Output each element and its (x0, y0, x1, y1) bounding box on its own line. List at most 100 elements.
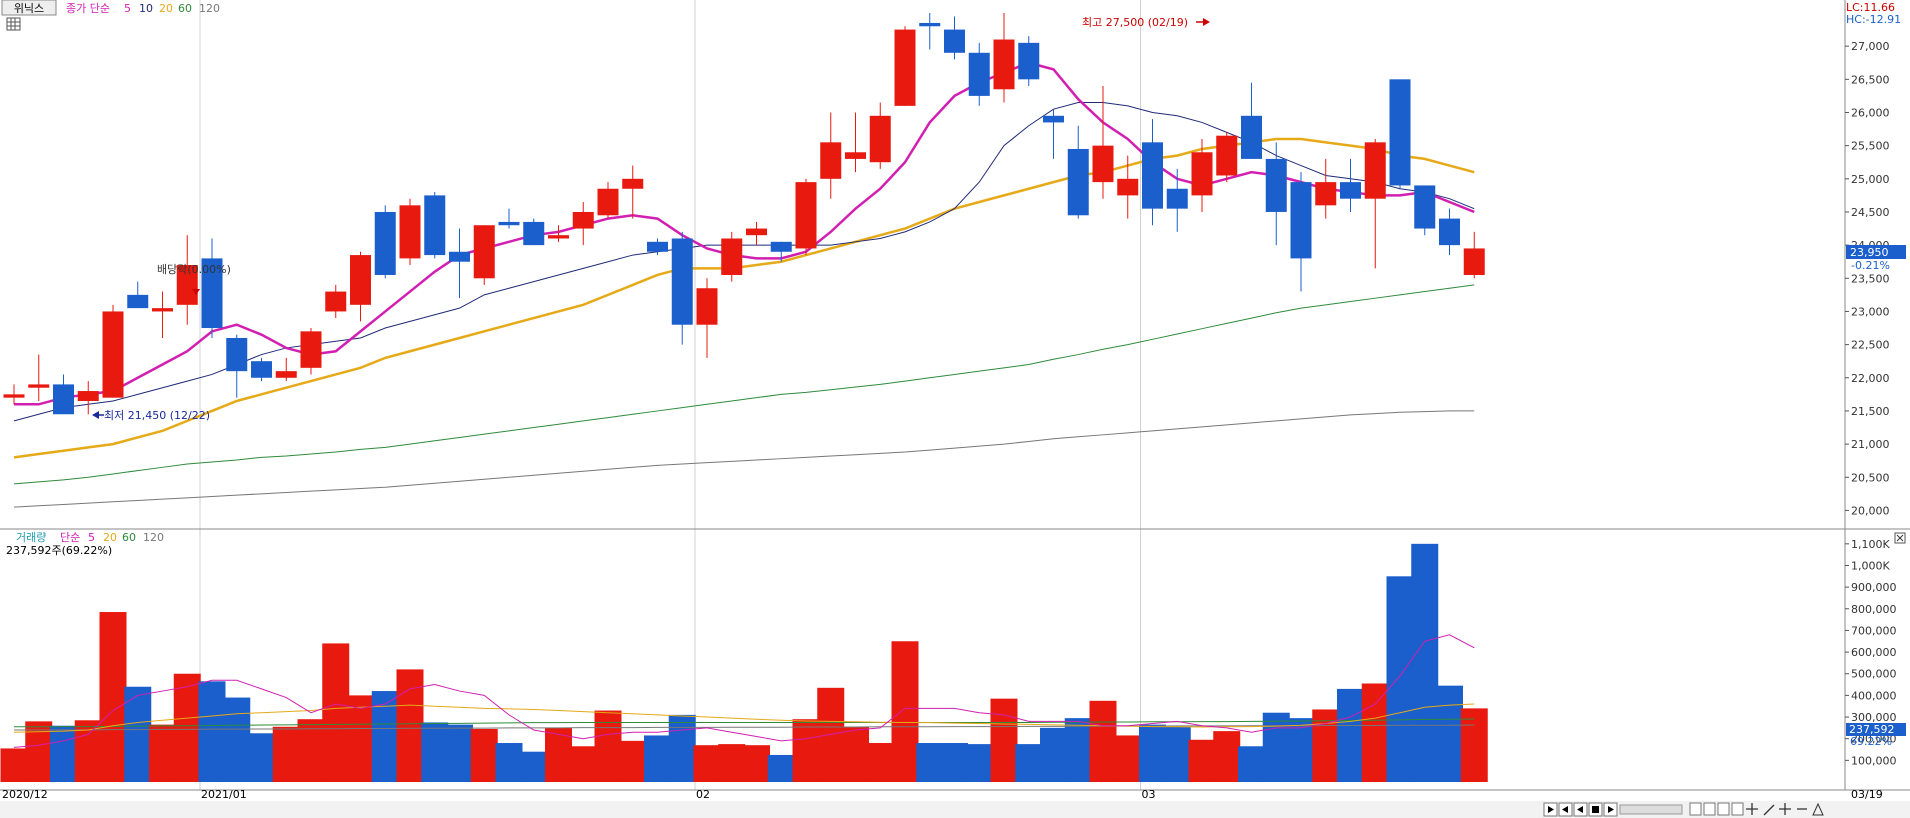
candle[interactable] (1043, 109, 1064, 159)
candle[interactable] (1265, 142, 1287, 246)
zoom-tool-3-button[interactable] (1717, 802, 1730, 816)
volume-bar[interactable] (470, 728, 498, 782)
volume-bar[interactable] (1287, 718, 1315, 782)
candle[interactable] (696, 278, 718, 358)
panel-close-icon[interactable] (1894, 532, 1906, 544)
volume-bar[interactable] (1040, 727, 1067, 782)
crosshair-icon[interactable] (1746, 803, 1758, 815)
candle[interactable] (1463, 231, 1485, 279)
volume-bar[interactable] (569, 746, 597, 782)
candle[interactable] (424, 192, 446, 259)
candles[interactable] (3, 13, 1485, 415)
candle[interactable] (1067, 125, 1089, 219)
volume-bar[interactable] (693, 745, 721, 782)
volume-bar[interactable] (817, 687, 845, 782)
volume-bar[interactable] (1436, 685, 1463, 782)
volume-bar[interactable] (495, 743, 523, 782)
candle[interactable] (1092, 85, 1114, 199)
volume-bar[interactable] (223, 697, 251, 782)
volume-bar[interactable] (941, 743, 968, 782)
volume-bar[interactable] (1262, 712, 1290, 782)
plus-icon[interactable] (1779, 803, 1791, 815)
candle[interactable] (1166, 168, 1188, 232)
candle[interactable] (894, 26, 916, 106)
candle[interactable] (820, 112, 842, 199)
volume-bar[interactable] (198, 681, 226, 782)
volume-bar[interactable] (347, 695, 374, 782)
candle[interactable] (1340, 158, 1361, 212)
volume-bar[interactable] (421, 722, 449, 782)
candle[interactable] (572, 202, 594, 246)
candle[interactable] (275, 357, 297, 382)
volume-bar[interactable] (272, 726, 300, 782)
candle[interactable] (968, 42, 990, 106)
zoom-tool-2-button[interactable] (1703, 802, 1716, 816)
volume-bar[interactable] (743, 745, 770, 782)
scroll-thumb[interactable] (1619, 804, 1683, 815)
candle[interactable] (152, 291, 173, 338)
volume-bar[interactable] (520, 751, 548, 782)
volume-bar[interactable] (718, 744, 746, 782)
volume-bar[interactable] (1015, 744, 1043, 782)
volume-bar[interactable] (545, 727, 572, 782)
up-arrow-icon[interactable] (1812, 802, 1824, 816)
volume-bar[interactable] (1337, 688, 1364, 782)
candle[interactable] (647, 238, 668, 256)
candle[interactable] (919, 13, 941, 50)
candle[interactable] (201, 238, 223, 338)
candle[interactable] (53, 374, 74, 415)
volume-bar[interactable] (1460, 708, 1488, 782)
candle[interactable] (523, 218, 545, 246)
volume-bar[interactable] (248, 733, 275, 782)
volume-bar[interactable] (990, 698, 1018, 782)
volume-bar[interactable] (965, 744, 993, 782)
candle[interactable] (1315, 158, 1337, 219)
candle[interactable] (176, 235, 198, 325)
volume-bar[interactable] (1089, 700, 1117, 782)
zoom-tool-4-button[interactable] (1731, 802, 1744, 816)
volume-bar[interactable] (1064, 718, 1092, 782)
candle[interactable] (597, 182, 619, 219)
stock-name-button[interactable] (1, 0, 57, 16)
candle[interactable] (1117, 155, 1139, 219)
candle[interactable] (622, 165, 644, 219)
volume-bar[interactable] (1114, 735, 1142, 782)
candle[interactable] (1216, 132, 1238, 183)
candle[interactable] (1290, 172, 1312, 292)
candle[interactable] (993, 13, 1015, 103)
volume-bar[interactable] (446, 724, 473, 782)
volume-bar[interactable] (668, 714, 696, 782)
volume-bar[interactable] (644, 735, 671, 782)
volume-bar[interactable] (1163, 726, 1191, 782)
candle[interactable] (1414, 185, 1436, 236)
scroll-controls[interactable] (1543, 802, 1824, 817)
candle[interactable] (845, 112, 866, 173)
candle[interactable] (795, 178, 817, 256)
trend-tool-icon[interactable] (1763, 804, 1775, 816)
grid-toggle-icon[interactable] (6, 17, 21, 31)
volume-bars[interactable] (0, 543, 1488, 782)
volume-bar[interactable] (792, 719, 820, 782)
volume-bar[interactable] (396, 669, 424, 782)
candle[interactable] (350, 251, 371, 322)
candle[interactable] (498, 208, 520, 229)
volume-bar[interactable] (371, 691, 399, 782)
candle[interactable] (721, 231, 743, 282)
candle[interactable] (770, 241, 792, 262)
candle[interactable] (671, 231, 693, 345)
candle[interactable] (251, 357, 272, 382)
volume-bar[interactable] (916, 743, 944, 782)
candle[interactable] (77, 381, 99, 415)
candle[interactable] (1389, 79, 1411, 189)
volume-bar[interactable] (1188, 739, 1216, 782)
candle[interactable] (1142, 119, 1163, 226)
candle[interactable] (127, 281, 149, 309)
volume-bar[interactable] (1139, 724, 1166, 782)
volume-bar[interactable] (1238, 746, 1265, 782)
volume-bar[interactable] (1213, 731, 1241, 782)
volume-bar[interactable] (866, 743, 894, 782)
volume-bar[interactable] (149, 724, 176, 782)
volume-bar[interactable] (322, 643, 350, 782)
candle[interactable] (28, 354, 50, 401)
